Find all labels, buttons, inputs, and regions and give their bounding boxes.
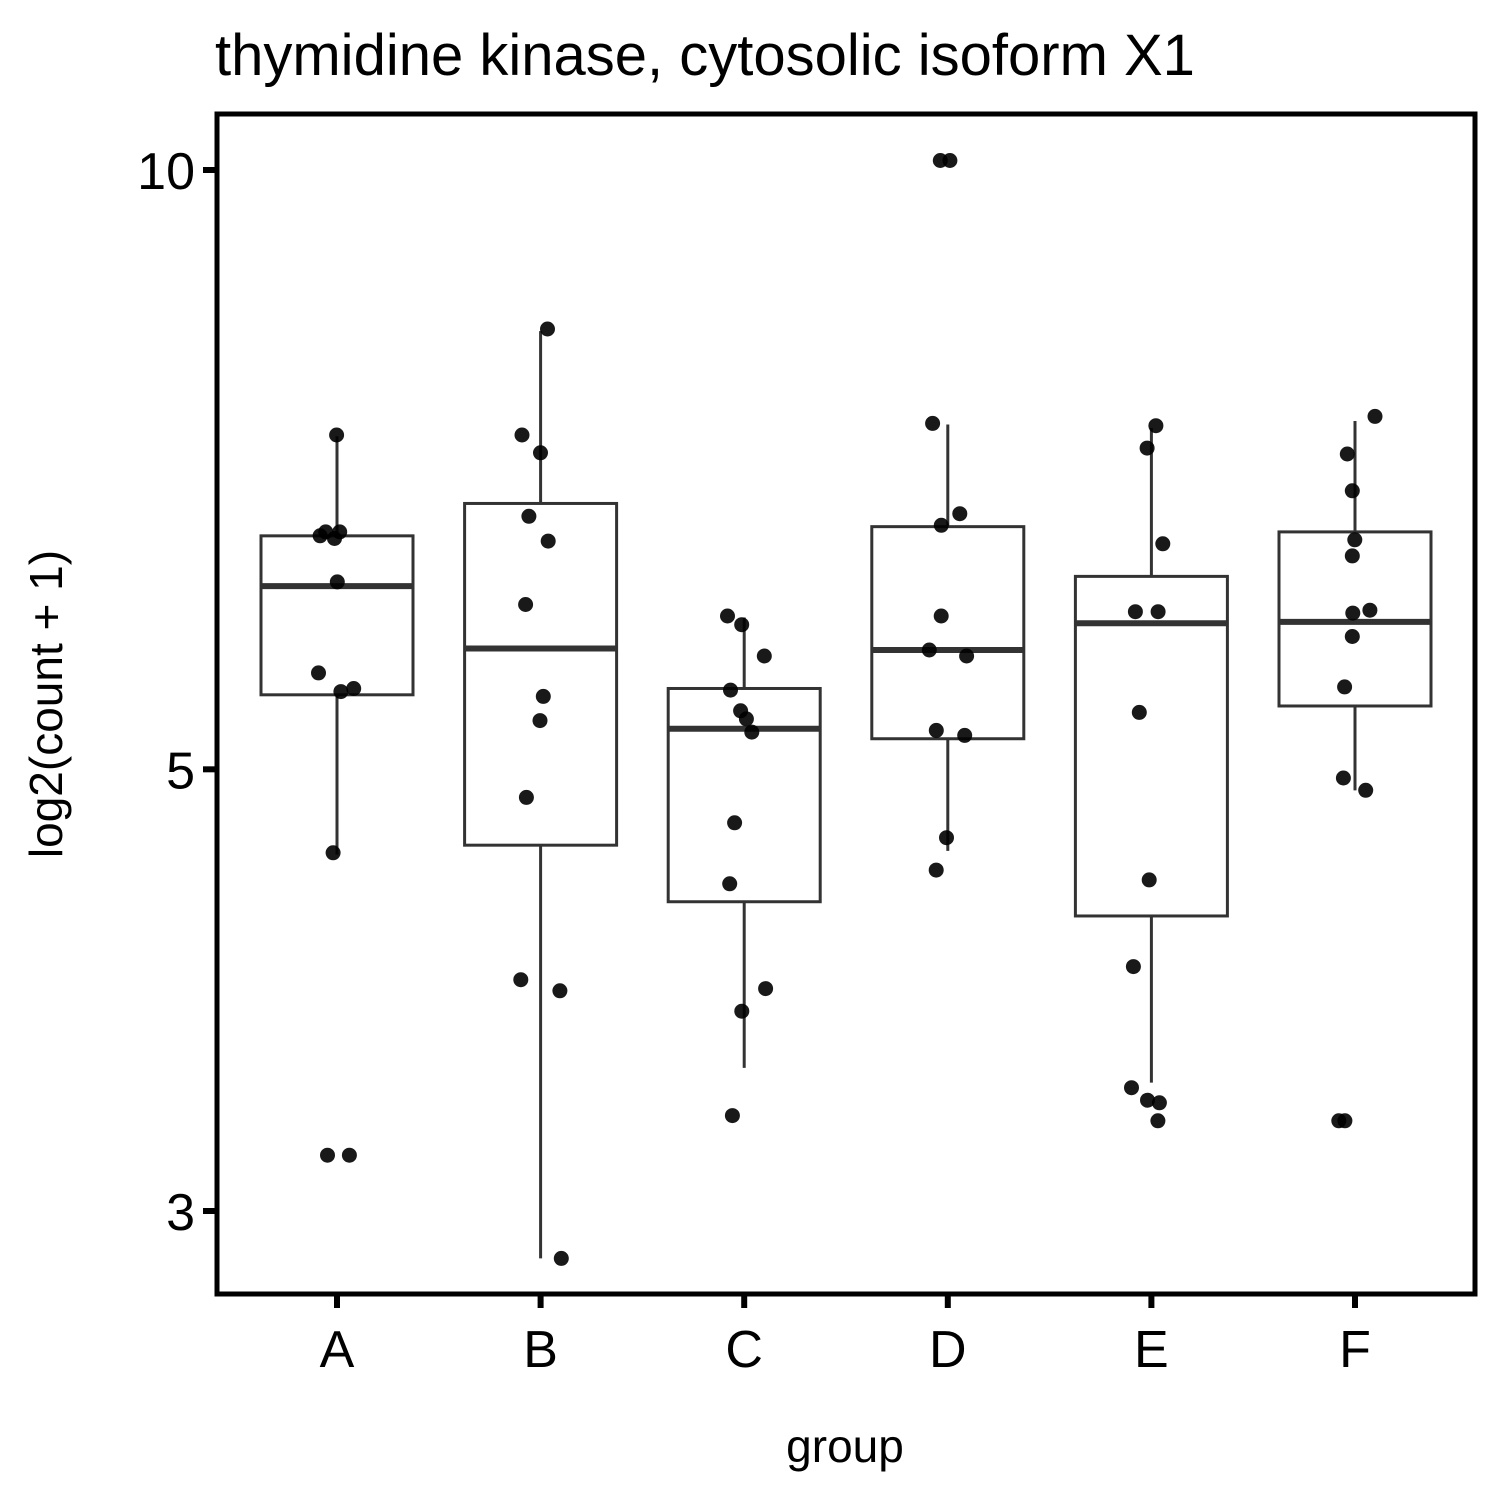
x-tick-label-a: A	[320, 1321, 355, 1379]
data-point-f-9	[1337, 679, 1353, 695]
data-point-e-12	[1150, 1113, 1166, 1129]
data-point-d-9	[928, 722, 944, 738]
data-point-c-2	[734, 617, 750, 633]
x-axis: A B C D E F	[320, 1294, 1371, 1379]
data-point-a-1	[329, 427, 345, 443]
data-point-b-12	[553, 1250, 569, 1266]
data-point-f-6	[1362, 602, 1378, 618]
data-point-f-3	[1344, 483, 1360, 499]
x-tick-label-d: D	[929, 1321, 967, 1379]
data-point-d-12	[928, 862, 944, 878]
data-point-d-4	[952, 506, 968, 522]
data-point-a-6	[329, 574, 345, 590]
data-point-b-6	[518, 597, 534, 612]
box-group-c	[666, 617, 822, 1068]
data-point-d-11	[939, 830, 954, 846]
data-point-c-6	[738, 711, 754, 727]
data-point-b-10	[513, 972, 529, 988]
data-point-c-10	[758, 981, 774, 997]
data-point-b-9	[518, 789, 534, 805]
box-group-a	[259, 436, 415, 855]
x-tick-label-f: F	[1339, 1321, 1371, 1379]
data-point-c-9	[722, 876, 738, 892]
data-point-d-7	[921, 642, 937, 658]
data-point-a-5	[327, 531, 342, 546]
y-axis-title: log2(count + 1)	[20, 550, 72, 858]
chart-title: thymidine kinase, cytosolic isoform X1	[215, 23, 1195, 88]
data-point-e-10	[1140, 1092, 1155, 1108]
data-point-d-2	[932, 153, 948, 168]
box-group-d	[870, 424, 1026, 851]
data-point-f-13	[1337, 1113, 1353, 1129]
data-point-b-5	[540, 533, 556, 549]
data-point-e-2	[1139, 440, 1155, 456]
iqr-box	[1073, 574, 1229, 918]
data-point-b-4	[521, 508, 537, 524]
data-point-e-7	[1141, 872, 1157, 888]
data-point-e-11	[1151, 1095, 1167, 1111]
data-point-d-5	[933, 517, 949, 533]
x-axis-title: group	[786, 1420, 904, 1472]
data-point-c-3	[756, 648, 772, 664]
box-group-f	[1277, 421, 1433, 791]
iqr-box	[870, 525, 1026, 741]
data-point-f-8	[1344, 629, 1360, 644]
data-point-c-1	[720, 608, 735, 624]
box-group-b	[463, 331, 619, 1259]
data-point-c-8	[727, 815, 743, 831]
box-group-e	[1073, 428, 1229, 1083]
data-point-d-6	[933, 608, 949, 624]
data-point-e-1	[1148, 418, 1164, 434]
plot-panel	[259, 153, 1433, 1266]
data-point-c-4	[723, 682, 738, 698]
data-point-f-2	[1339, 446, 1355, 462]
data-point-f-5	[1344, 548, 1360, 564]
panel-border	[214, 111, 1478, 1297]
data-point-e-5	[1127, 604, 1143, 620]
x-tick-label-c: C	[725, 1321, 763, 1379]
data-point-f-11	[1358, 782, 1374, 798]
data-point-e-6	[1131, 704, 1147, 720]
data-point-d-3	[925, 415, 941, 431]
data-point-b-2	[514, 427, 530, 443]
y-tick-label: 3	[166, 1184, 195, 1242]
data-point-b-8	[532, 713, 548, 729]
data-point-a-7	[311, 665, 326, 681]
iqr-box	[463, 501, 619, 847]
data-point-d-10	[957, 727, 973, 743]
data-point-a-9	[333, 684, 349, 700]
y-tick-label: 5	[166, 742, 195, 800]
iqr-box	[259, 534, 415, 697]
data-point-c-12	[724, 1108, 740, 1124]
data-point-c-7	[744, 724, 760, 740]
x-tick-label-b: B	[523, 1321, 558, 1379]
data-point-e-4	[1150, 604, 1166, 620]
data-point-a-10	[325, 845, 341, 861]
data-point-a-11	[320, 1147, 335, 1163]
y-axis: 3 5 10	[137, 143, 217, 1242]
x-tick-label-e: E	[1134, 1321, 1169, 1379]
data-point-f-7	[1345, 605, 1361, 621]
data-point-b-3	[533, 445, 548, 461]
data-point-a-12	[341, 1147, 357, 1163]
data-point-f-10	[1335, 770, 1351, 786]
data-point-b-11	[552, 983, 568, 999]
data-point-b-7	[535, 688, 551, 704]
data-point-b-1	[540, 321, 555, 337]
data-point-e-8	[1125, 959, 1141, 975]
data-point-c-11	[734, 1003, 750, 1019]
data-point-a-8	[346, 681, 362, 696]
y-tick-label: 10	[137, 143, 195, 201]
data-point-e-9	[1124, 1080, 1139, 1096]
data-point-f-1	[1367, 408, 1383, 424]
data-point-e-3	[1155, 536, 1171, 552]
data-point-d-8	[959, 648, 975, 664]
data-point-f-4	[1347, 532, 1363, 548]
